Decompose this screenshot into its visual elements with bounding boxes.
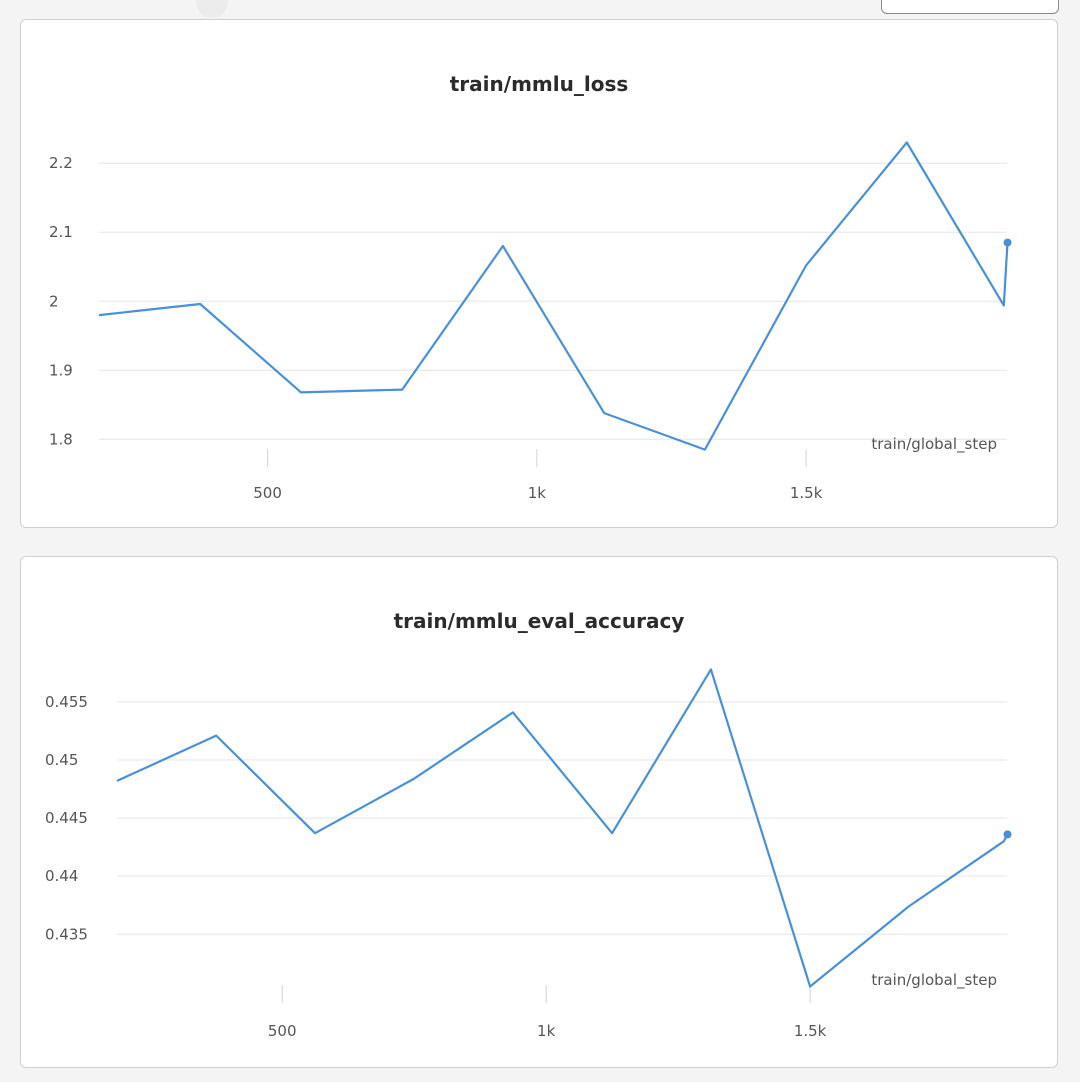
chart-panel-mmlu-eval-accuracy: train/mmlu_eval_accuracy 0.435 0.44 0.445 0… <box>20 556 1058 1068</box>
y-tick-label: 1.8 <box>49 430 73 448</box>
y-tick-label: 0.45 <box>45 751 78 769</box>
chart-panel-mmlu-loss: train/mmlu_loss 1.8 1.9 2 2.1 2.2 500 1k 1.5k … <box>20 19 1058 528</box>
series-line <box>98 141 1009 451</box>
x-tick-label: 1k <box>537 1022 556 1040</box>
chart-title: train/mmlu_eval_accuracy <box>394 609 685 633</box>
y-tick-label: 2 <box>49 292 59 310</box>
y-tick-label: 2.1 <box>49 223 73 241</box>
top-strip <box>0 0 1080 20</box>
x-tick-label: 500 <box>253 484 282 502</box>
series-line <box>116 668 1009 988</box>
x-axis-label: train/global_step <box>871 971 997 990</box>
chart-svg-mmlu-loss: train/mmlu_loss 1.81.922.12.2 500 1k 1.5k … <box>49 72 1012 502</box>
x-tick-label: 1k <box>528 484 547 502</box>
y-tick-label: 0.445 <box>45 809 88 827</box>
toolbar-circle-button[interactable] <box>196 0 228 18</box>
y-tick-label: 1.9 <box>49 361 73 379</box>
y-tick-label: 2.2 <box>49 154 73 172</box>
y-tick-label: 0.44 <box>45 867 78 885</box>
chart-title: train/mmlu_loss <box>450 72 629 96</box>
y-tick-label: 0.435 <box>45 925 88 943</box>
x-tick-label: 1.5k <box>790 484 823 502</box>
x-axis-label: train/global_step <box>871 435 997 454</box>
toolbar-control-box[interactable] <box>881 0 1059 14</box>
last-point-marker <box>1003 238 1012 247</box>
x-tick-label: 1.5k <box>794 1022 827 1040</box>
last-point-marker <box>1003 830 1012 839</box>
y-tick-label: 0.455 <box>45 693 88 711</box>
x-tick-label: 500 <box>268 1022 297 1040</box>
chart-svg-mmlu-eval-accuracy: train/mmlu_eval_accuracy 0.435 0.44 0.445 0… <box>45 609 1012 1040</box>
